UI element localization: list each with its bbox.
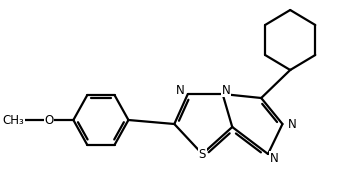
Text: CH₃: CH₃ — [2, 113, 24, 127]
Text: S: S — [199, 147, 206, 161]
Text: N: N — [269, 151, 278, 165]
Text: O: O — [45, 113, 54, 127]
Text: N: N — [288, 118, 296, 131]
Text: N: N — [222, 84, 231, 97]
Text: N: N — [176, 84, 184, 97]
